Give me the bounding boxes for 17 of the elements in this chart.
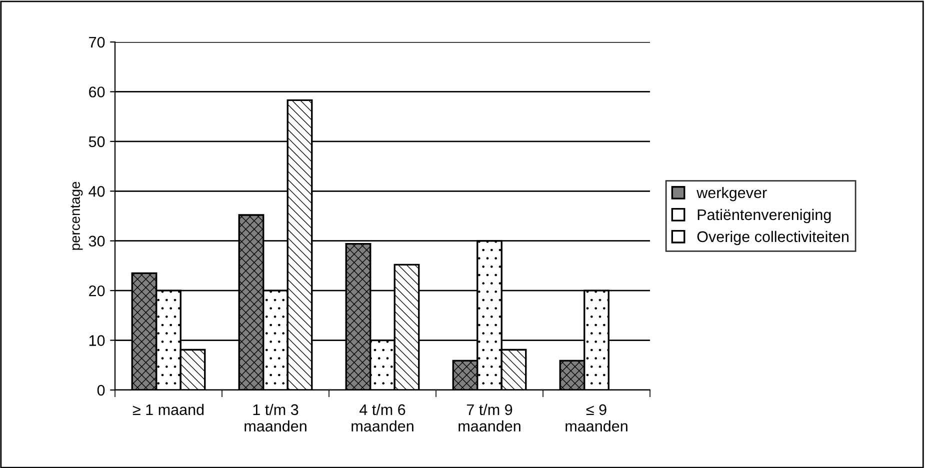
legend-label: Overige collectiviteiten bbox=[697, 230, 848, 246]
x-tick-label: 1 t/m 3 maanden bbox=[244, 404, 306, 432]
x-tick-label: 7 t/m 9 maanden bbox=[458, 404, 520, 432]
x-tick-label: 4 t/m 6 maanden bbox=[352, 404, 414, 432]
y-tick-label: 10 bbox=[89, 335, 105, 346]
y-tick-label: 30 bbox=[88, 236, 105, 247]
y-tick-label: 20 bbox=[89, 285, 105, 296]
x-tick-label: ≥ 1 maand bbox=[132, 404, 204, 416]
legend-label: werkgever bbox=[696, 186, 767, 202]
legend-label: Patiëntenvereniging bbox=[698, 208, 831, 224]
y-tick-label: 60 bbox=[89, 86, 105, 98]
x-tick-label: ≤ 9 maanden bbox=[566, 404, 628, 432]
y-tick-label: 0 bbox=[97, 384, 105, 396]
y-tick-label: 50 bbox=[88, 136, 105, 148]
y-tick-label: 40 bbox=[88, 186, 105, 197]
y-axis-title: percentage bbox=[70, 182, 83, 250]
y-tick-label: 70 bbox=[89, 36, 105, 48]
